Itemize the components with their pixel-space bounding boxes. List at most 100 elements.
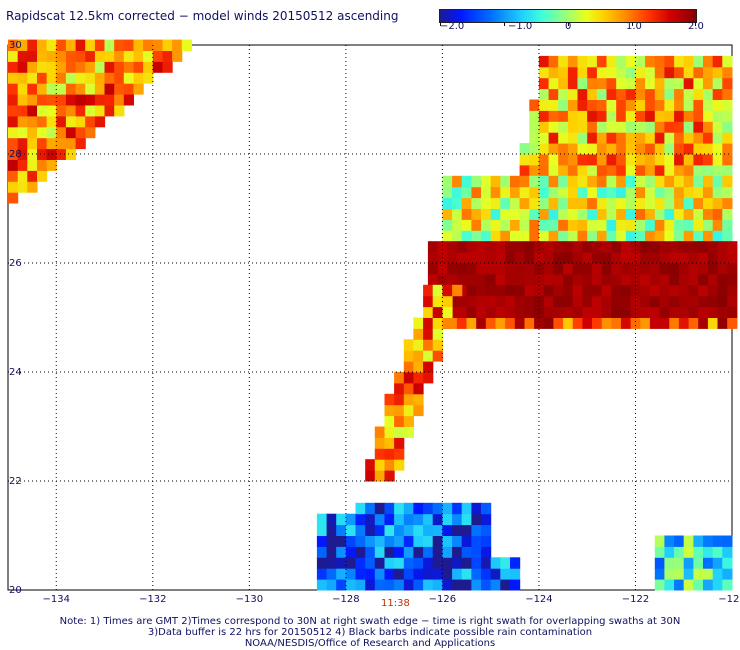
heatmap-cell <box>524 306 535 318</box>
heatmap-cell <box>645 164 656 177</box>
heatmap-cell <box>645 66 656 79</box>
heatmap-cell <box>654 230 665 242</box>
heatmap-cell <box>616 230 627 242</box>
heatmap-cell <box>572 284 583 297</box>
heatmap-cell <box>558 88 569 100</box>
heatmap-cell <box>621 241 632 253</box>
heatmap-cell <box>611 306 622 318</box>
heatmap-cell <box>374 557 385 569</box>
heatmap-cell <box>707 295 719 308</box>
heatmap-cell <box>630 241 641 253</box>
heatmap-cell <box>558 132 569 144</box>
heatmap-cell <box>365 557 376 569</box>
heatmap-cell <box>712 208 723 220</box>
heatmap-cell <box>558 208 569 220</box>
heatmap-cell <box>674 132 685 144</box>
heatmap-cell <box>519 197 530 209</box>
heatmap-cell <box>456 241 468 253</box>
heatmap-cell <box>384 557 395 569</box>
heatmap-cell <box>316 557 328 569</box>
heatmap-cell <box>355 513 366 526</box>
heatmap-cell <box>625 55 636 68</box>
heatmap-cell <box>548 88 559 100</box>
heatmap-cell <box>577 132 588 144</box>
heatmap-cell <box>722 164 733 177</box>
heatmap-cell <box>683 77 694 90</box>
heatmap-cell <box>152 50 163 62</box>
heatmap-cell <box>693 110 704 122</box>
heatmap-cell <box>394 382 405 395</box>
heatmap-cell <box>403 393 414 406</box>
heatmap-cell <box>365 535 376 547</box>
heatmap-cell <box>698 295 709 308</box>
heatmap-cell <box>669 273 680 286</box>
heatmap-cell <box>374 470 385 482</box>
heatmap-cell <box>558 121 569 133</box>
heatmap-cell <box>616 143 627 155</box>
heatmap-cell <box>365 502 376 515</box>
heatmap-cell <box>104 50 115 62</box>
heatmap-cell <box>548 66 559 79</box>
heatmap-cell <box>519 219 530 231</box>
heatmap-cell <box>27 181 38 193</box>
heatmap-cell <box>717 263 728 275</box>
heatmap-cell <box>563 252 574 264</box>
heatmap-cell <box>316 513 328 526</box>
heatmap-cell <box>717 284 728 297</box>
heatmap-cell <box>635 110 646 122</box>
heatmap-cell <box>606 230 617 242</box>
heatmap-cell <box>664 88 675 100</box>
heatmap-cell <box>133 50 144 62</box>
x-tick-label: −134 <box>43 594 70 605</box>
heatmap-cell <box>621 284 632 297</box>
heatmap-cell <box>616 66 627 79</box>
heatmap-cell <box>413 524 424 536</box>
heatmap-cell <box>75 115 86 128</box>
heatmap-cell <box>703 208 714 220</box>
heatmap-cell <box>46 159 57 171</box>
heatmap-cell <box>8 137 19 150</box>
heatmap-cell <box>693 535 704 547</box>
heatmap-cell <box>423 568 434 580</box>
heatmap-cell <box>8 105 19 117</box>
heatmap-cell <box>703 121 714 133</box>
heatmap-cell <box>413 328 424 340</box>
heatmap-cell <box>384 459 395 471</box>
heatmap-cell <box>567 143 579 155</box>
heatmap-cell <box>712 186 723 199</box>
heatmap-cell <box>452 219 463 231</box>
heatmap-cell <box>442 230 453 242</box>
heatmap-cell <box>485 306 496 318</box>
heatmap-cell <box>707 263 719 275</box>
heatmap-cell <box>500 208 511 220</box>
heatmap-cell <box>707 284 719 297</box>
heatmap-cell <box>722 535 733 547</box>
heatmap-cell <box>683 164 694 177</box>
heatmap-cell <box>365 459 376 471</box>
heatmap-cell <box>37 72 48 84</box>
heatmap-cell <box>659 317 670 329</box>
heatmap-cell <box>625 175 636 188</box>
heatmap-cell <box>505 317 516 329</box>
heatmap-cell <box>514 273 525 286</box>
heatmap-cell <box>616 154 627 166</box>
heatmap-cell <box>548 208 559 220</box>
heatmap-cell <box>403 535 414 547</box>
heatmap-cell <box>403 372 414 384</box>
heatmap-cell <box>727 317 738 329</box>
heatmap-cell <box>703 164 714 177</box>
heatmap-cell <box>345 524 357 536</box>
heatmap-cell <box>693 197 704 209</box>
heatmap-cell <box>640 241 651 253</box>
heatmap-cell <box>37 126 48 139</box>
heatmap-cell <box>336 579 347 591</box>
heatmap-cell <box>466 306 477 318</box>
heatmap-cell <box>683 535 694 547</box>
heatmap-cell <box>616 219 627 231</box>
heatmap-cell <box>442 306 453 318</box>
heatmap-cell <box>703 219 714 231</box>
heatmap-cell <box>587 143 598 155</box>
heatmap-cell <box>452 284 463 297</box>
heatmap-cell <box>94 94 106 106</box>
heatmap-cell <box>611 241 622 253</box>
